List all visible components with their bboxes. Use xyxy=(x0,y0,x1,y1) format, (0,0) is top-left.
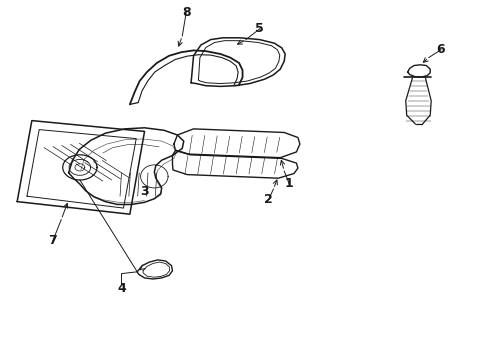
Text: 4: 4 xyxy=(117,282,126,295)
Text: 6: 6 xyxy=(437,43,445,56)
Text: 8: 8 xyxy=(182,6,191,19)
Text: 5: 5 xyxy=(255,22,264,35)
Text: 1: 1 xyxy=(285,177,294,190)
Text: 7: 7 xyxy=(49,234,57,247)
Text: 2: 2 xyxy=(264,193,273,206)
Text: 3: 3 xyxy=(140,185,149,198)
